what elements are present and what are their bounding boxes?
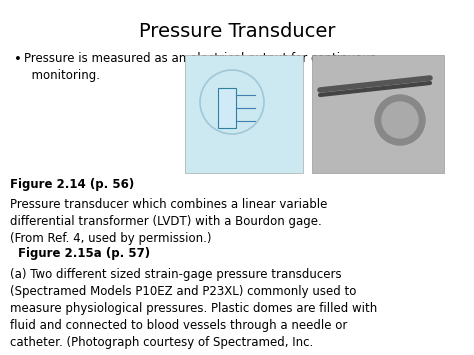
FancyBboxPatch shape	[185, 55, 303, 173]
Text: Figure 2.14 (p. 56): Figure 2.14 (p. 56)	[10, 178, 134, 191]
FancyBboxPatch shape	[312, 55, 444, 173]
Text: •: •	[14, 53, 22, 66]
Text: Pressure Transducer: Pressure Transducer	[139, 22, 335, 41]
Circle shape	[382, 102, 418, 138]
Text: (a) Two different sized strain-gage pressure transducers
(Spectramed Models P10E: (a) Two different sized strain-gage pres…	[10, 268, 377, 349]
Circle shape	[375, 95, 425, 145]
Text: Figure 2.15a (p. 57): Figure 2.15a (p. 57)	[18, 247, 150, 260]
Text: Pressure is measured as an electrical output for continuous
  monitoring.: Pressure is measured as an electrical ou…	[24, 52, 376, 82]
Text: Pressure transducer which combines a linear variable
differential transformer (L: Pressure transducer which combines a lin…	[10, 198, 328, 245]
FancyBboxPatch shape	[218, 88, 236, 128]
